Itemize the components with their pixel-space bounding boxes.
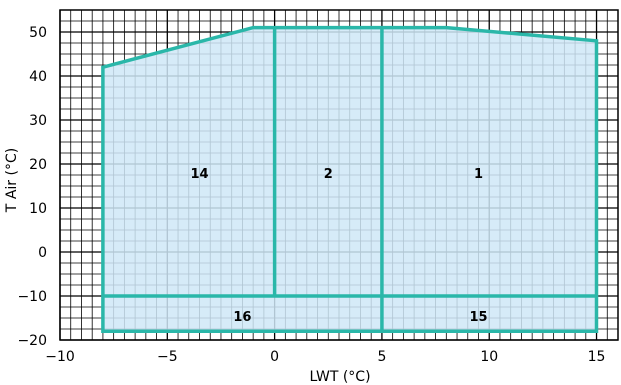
region-label-15: 15 xyxy=(469,310,487,325)
x-tick-label: 15 xyxy=(588,349,606,365)
y-tick-label: 10 xyxy=(29,201,47,217)
x-tick-label: −10 xyxy=(45,349,75,365)
region-label-1: 1 xyxy=(474,167,483,182)
y-axis-label: T Air (°C) xyxy=(4,148,20,213)
y-tick-label: 50 xyxy=(29,25,47,41)
y-tick-label: −20 xyxy=(17,333,47,349)
y-tick-label: −10 xyxy=(17,289,47,305)
x-tick-label: 0 xyxy=(270,349,279,365)
envelope-outline xyxy=(101,25,599,333)
region-label-16: 16 xyxy=(233,310,251,325)
plot-border xyxy=(59,9,619,341)
y-tick-label: 0 xyxy=(38,245,47,261)
envelope-fill xyxy=(102,27,597,332)
envelope xyxy=(101,25,599,333)
x-tick-label: 5 xyxy=(377,349,386,365)
region-label-14: 14 xyxy=(190,167,208,182)
y-tick-label: 20 xyxy=(29,157,47,173)
x-axis-label: LWT (°C) xyxy=(309,369,370,385)
x-tick-label: −5 xyxy=(157,349,178,365)
x-tick-label: 10 xyxy=(480,349,498,365)
region-label-2: 2 xyxy=(324,167,333,182)
region-labels: 14 2 1 16 15 xyxy=(190,167,487,325)
y-tick-label: 40 xyxy=(29,69,47,85)
y-tick-label: 30 xyxy=(29,113,47,129)
